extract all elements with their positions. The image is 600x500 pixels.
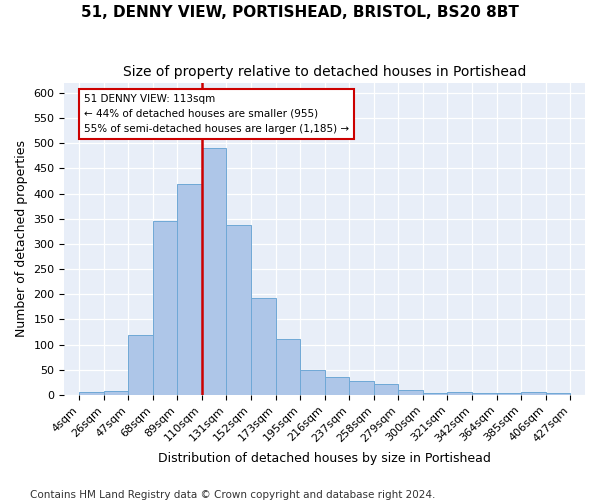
Y-axis label: Number of detached properties: Number of detached properties	[15, 140, 28, 338]
Bar	[398, 390, 423, 395]
Bar	[497, 394, 521, 395]
Bar	[472, 394, 497, 395]
Bar	[226, 226, 251, 395]
Bar	[546, 394, 570, 395]
Bar	[178, 184, 202, 395]
Bar	[521, 392, 546, 395]
Bar	[128, 334, 153, 395]
Text: 51, DENNY VIEW, PORTISHEAD, BRISTOL, BS20 8BT: 51, DENNY VIEW, PORTISHEAD, BRISTOL, BS2…	[81, 5, 519, 20]
Bar	[325, 378, 349, 395]
Text: 51 DENNY VIEW: 113sqm
← 44% of detached houses are smaller (955)
55% of semi-det: 51 DENNY VIEW: 113sqm ← 44% of detached …	[84, 94, 349, 134]
Text: Contains HM Land Registry data © Crown copyright and database right 2024.: Contains HM Land Registry data © Crown c…	[30, 490, 436, 500]
Bar	[202, 148, 226, 395]
Bar	[251, 298, 275, 395]
Bar	[104, 392, 128, 395]
Bar	[153, 222, 178, 395]
Bar	[448, 392, 472, 395]
Bar	[300, 370, 325, 395]
Bar	[349, 382, 374, 395]
X-axis label: Distribution of detached houses by size in Portishead: Distribution of detached houses by size …	[158, 452, 491, 465]
Bar	[275, 338, 300, 395]
Bar	[79, 392, 104, 395]
Bar	[423, 394, 448, 395]
Bar	[374, 384, 398, 395]
Title: Size of property relative to detached houses in Portishead: Size of property relative to detached ho…	[123, 65, 526, 79]
